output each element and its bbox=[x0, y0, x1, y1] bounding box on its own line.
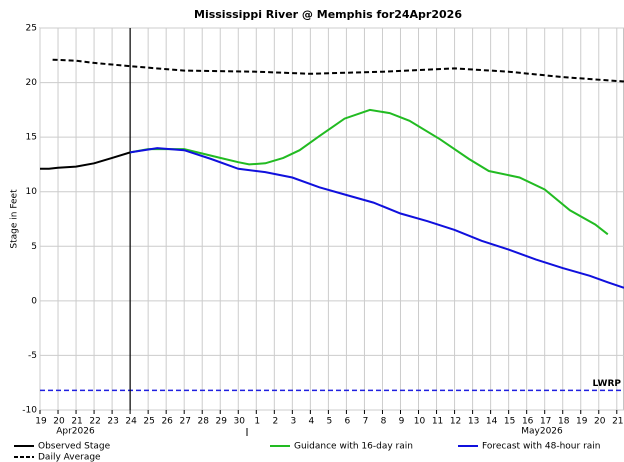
x-tick-label: 20 bbox=[53, 417, 65, 427]
x-tick-label: 14 bbox=[486, 417, 498, 427]
x-tick-label: 10 bbox=[414, 417, 426, 427]
month-label: May2026 bbox=[521, 427, 563, 437]
y-axis-label: Stage in Feet bbox=[10, 189, 20, 249]
y-tick-label: -10 bbox=[22, 406, 37, 416]
x-tick-label: 8 bbox=[381, 417, 387, 427]
x-tick-label: 5 bbox=[327, 417, 333, 427]
x-tick-label: 16 bbox=[522, 417, 534, 427]
x-tick-label: 4 bbox=[309, 417, 315, 427]
month-label: Apr2026 bbox=[56, 427, 95, 437]
y-tick-label: -5 bbox=[28, 351, 37, 361]
chart-title: Mississippi River @ Memphis for24Apr2026 bbox=[194, 8, 462, 21]
series-line bbox=[129, 108, 609, 236]
x-tick-label: 9 bbox=[399, 417, 405, 427]
x-tick-label: 7 bbox=[363, 417, 369, 427]
y-tick-label: 20 bbox=[26, 78, 38, 88]
legend-label: Observed Stage bbox=[38, 442, 111, 452]
x-tick-label: 26 bbox=[161, 417, 173, 427]
y-tick-label: 15 bbox=[26, 133, 37, 143]
x-tick-label: 20 bbox=[594, 417, 606, 427]
x-tick-label: 13 bbox=[468, 417, 479, 427]
x-tick-label: 19 bbox=[576, 417, 588, 427]
x-tick-label: 22 bbox=[89, 417, 100, 427]
x-tick-label: 1 bbox=[254, 417, 260, 427]
x-tick-label: 28 bbox=[197, 417, 209, 427]
y-tick-label: 0 bbox=[31, 296, 37, 306]
y-tick-label: 10 bbox=[26, 187, 38, 197]
x-tick-label: 25 bbox=[143, 417, 154, 427]
x-tick-label: 2 bbox=[272, 417, 278, 427]
plot-area bbox=[39, 27, 624, 411]
series-line bbox=[40, 151, 131, 170]
x-tick-label: 30 bbox=[234, 417, 246, 427]
x-tick-label: 27 bbox=[179, 417, 190, 427]
x-tick-label: 18 bbox=[558, 417, 570, 427]
x-tick-label: 6 bbox=[345, 417, 351, 427]
x-tick-label: 12 bbox=[450, 417, 461, 427]
x-tick-label: 17 bbox=[540, 417, 551, 427]
x-tick-label: 29 bbox=[216, 417, 228, 427]
x-tick-label: 21 bbox=[612, 417, 623, 427]
legend-label: Daily Average bbox=[38, 453, 101, 462]
series-line bbox=[52, 58, 624, 83]
reference-label: LWRP bbox=[593, 379, 622, 389]
legend-label: Guidance with 16-day rain bbox=[294, 442, 413, 452]
x-tick-label: 23 bbox=[107, 417, 118, 427]
legend-label: Forecast with 48-hour rain bbox=[482, 442, 601, 452]
x-tick-label: 15 bbox=[504, 417, 515, 427]
y-tick-label: 25 bbox=[26, 24, 37, 34]
x-tick-label: 19 bbox=[35, 417, 47, 427]
y-tick-label: 5 bbox=[31, 242, 37, 252]
x-tick-label: 3 bbox=[290, 417, 296, 427]
series-line bbox=[129, 147, 624, 289]
x-tick-label: 11 bbox=[432, 417, 443, 427]
x-tick-label: 24 bbox=[125, 417, 137, 427]
x-tick-label: 21 bbox=[71, 417, 82, 427]
